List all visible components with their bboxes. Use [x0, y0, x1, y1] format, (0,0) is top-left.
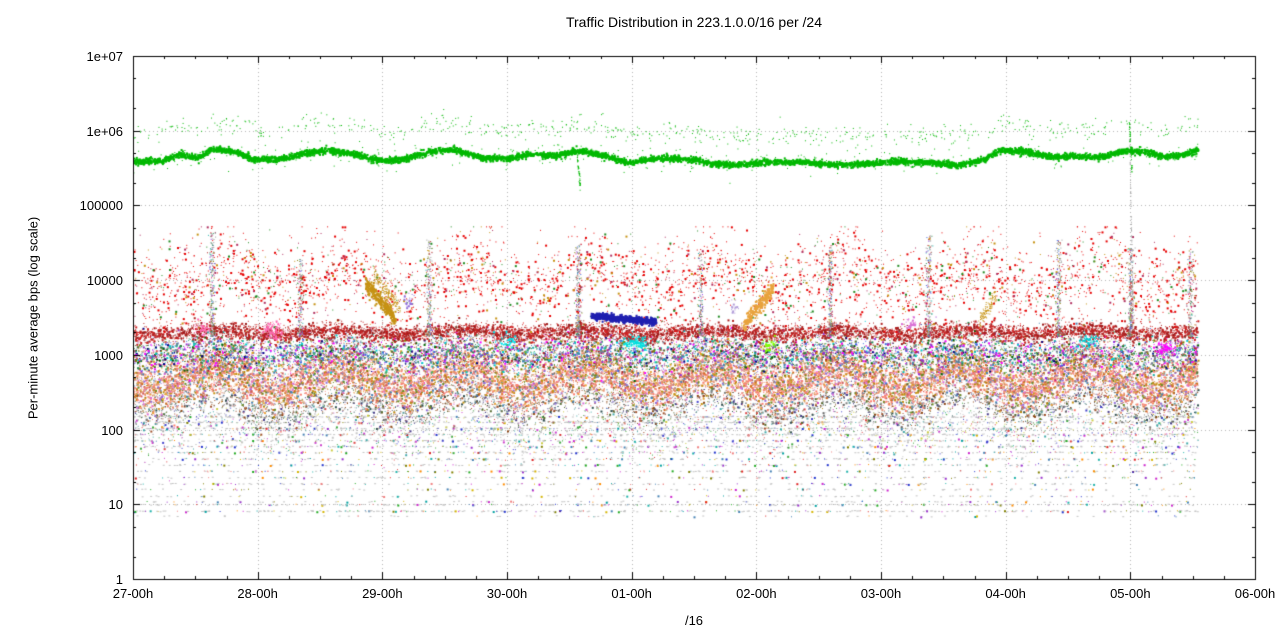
y-tick-label: 100000 [79, 198, 123, 214]
y-tick-label: 100 [101, 422, 123, 438]
y-tick-label: 10000 [86, 273, 123, 289]
y-tick-label: 1000 [94, 347, 123, 363]
chart-title: Traffic Distribution in 223.1.0.0/16 per… [565, 14, 823, 30]
y-tick-label: 1 [115, 572, 123, 587]
x-tick-label: 01-00h [611, 586, 652, 601]
x-tick-label: 02-00h [736, 586, 777, 601]
x-tick-label: 04-00h [985, 586, 1026, 601]
x-axis-label: /16 [684, 613, 704, 628]
x-tick-label: 03-00h [860, 586, 902, 601]
y-axis-label: Per-minute average bps (log scale) [25, 216, 41, 419]
x-tick-label: 28-00h [237, 586, 278, 601]
x-tick-label: 29-00h [362, 586, 403, 601]
x-tick-label: 05-00h [1110, 586, 1151, 601]
x-tick-label: 30-00h [486, 586, 528, 601]
y-tick-label: 1e+06 [86, 123, 123, 139]
x-tick-label: 06-00h [1234, 586, 1276, 601]
y-tick-label: 10 [108, 497, 123, 513]
y-tick-label: 1e+07 [86, 49, 123, 64]
x-tick-label: 27-00h [112, 586, 154, 601]
